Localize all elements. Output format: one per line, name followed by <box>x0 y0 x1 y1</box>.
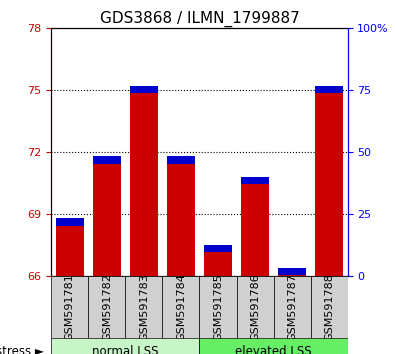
FancyBboxPatch shape <box>126 276 162 338</box>
FancyBboxPatch shape <box>199 338 348 354</box>
FancyBboxPatch shape <box>199 276 237 338</box>
FancyBboxPatch shape <box>88 276 126 338</box>
Bar <box>315 86 343 276</box>
Bar <box>241 177 269 276</box>
Bar <box>56 218 84 225</box>
Text: GSM591781: GSM591781 <box>65 273 75 341</box>
FancyBboxPatch shape <box>51 338 199 354</box>
Bar <box>241 177 269 184</box>
Bar <box>204 245 232 252</box>
Bar <box>167 156 195 276</box>
Bar <box>204 245 232 276</box>
Text: GSM591782: GSM591782 <box>102 273 112 341</box>
Text: GSM591786: GSM591786 <box>250 273 260 341</box>
Bar <box>167 156 195 164</box>
FancyBboxPatch shape <box>310 276 348 338</box>
Bar <box>315 86 343 93</box>
Text: normal LSS: normal LSS <box>92 345 159 354</box>
Text: GSM591785: GSM591785 <box>213 273 223 341</box>
Title: GDS3868 / ILMN_1799887: GDS3868 / ILMN_1799887 <box>100 11 299 27</box>
FancyBboxPatch shape <box>237 276 274 338</box>
Text: elevated LSS: elevated LSS <box>235 345 312 354</box>
FancyBboxPatch shape <box>274 276 310 338</box>
Bar <box>56 218 84 276</box>
FancyBboxPatch shape <box>162 276 199 338</box>
Text: GSM591784: GSM591784 <box>176 273 186 341</box>
Text: GSM591788: GSM591788 <box>324 273 334 341</box>
Text: GSM591783: GSM591783 <box>139 273 149 341</box>
Bar <box>278 268 306 275</box>
Text: stress ►: stress ► <box>0 345 43 354</box>
Text: GSM591787: GSM591787 <box>287 273 297 341</box>
Bar <box>130 86 158 93</box>
Bar <box>93 156 121 276</box>
Bar <box>130 86 158 276</box>
Bar <box>278 268 306 276</box>
FancyBboxPatch shape <box>51 276 88 338</box>
Bar <box>93 156 121 164</box>
